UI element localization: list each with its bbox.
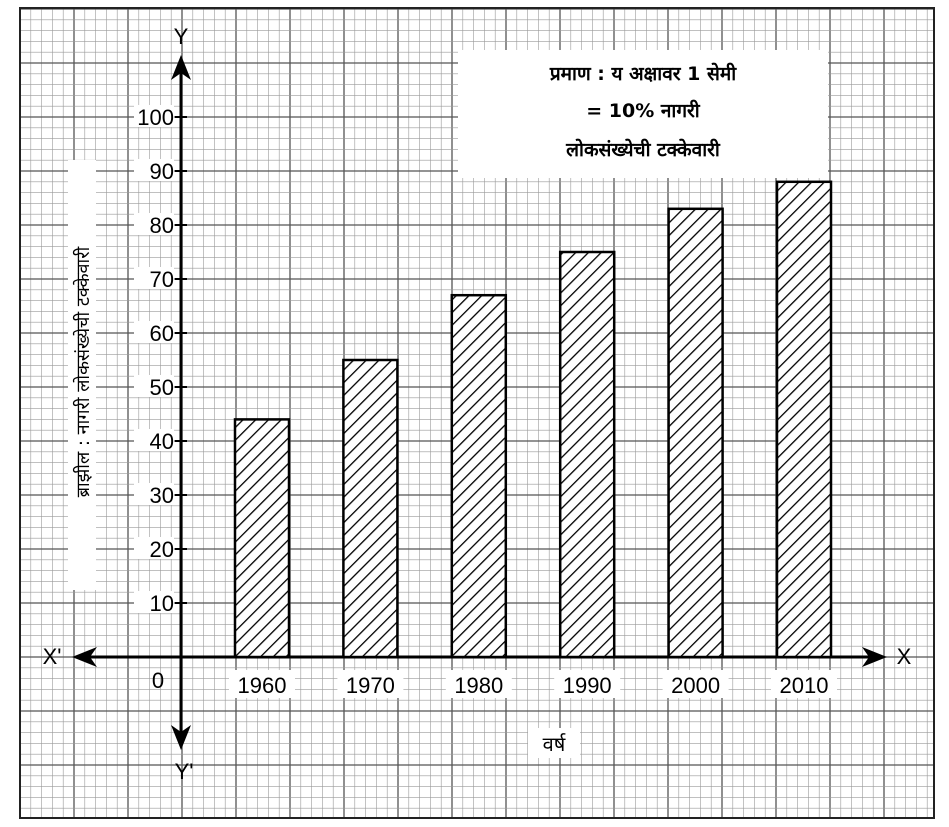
y-tick-label: 10 bbox=[150, 591, 174, 616]
bar bbox=[558, 250, 616, 659]
y-tick-label-background bbox=[134, 213, 174, 235]
grid-border bbox=[19, 7, 935, 819]
y-tick-label-background bbox=[134, 159, 174, 181]
y-axis-title: ब्राझील : नागरी लोकसंख्येची टक्केवारी bbox=[72, 246, 94, 497]
bar bbox=[450, 293, 508, 659]
y-tick-label-background bbox=[134, 537, 174, 559]
y-axis-negative-label: Y' bbox=[175, 759, 194, 784]
x-tick-label: 1970 bbox=[346, 673, 395, 698]
y-axis-positive-label: Y bbox=[174, 24, 189, 49]
x-axis-title: वर्ष bbox=[543, 732, 567, 756]
y-axis-arrow-up bbox=[171, 55, 191, 80]
y-tick-label: 30 bbox=[150, 483, 174, 508]
y-tick-label: 70 bbox=[150, 267, 174, 292]
x-axis-title-group: वर्ष bbox=[528, 728, 580, 758]
y-axis-arrow-down bbox=[171, 725, 191, 750]
y-tick-label-background bbox=[134, 321, 174, 343]
y-tick-label: 20 bbox=[150, 537, 174, 562]
y-tick-label: 60 bbox=[150, 321, 174, 346]
y-tick-label-background bbox=[134, 375, 174, 397]
x-tick-label-background bbox=[662, 670, 729, 698]
y-axis-title-group: ब्राझील : नागरी लोकसंख्येची टक्केवारी bbox=[68, 160, 96, 590]
y-tick-label-background bbox=[134, 429, 174, 451]
bar bbox=[342, 358, 399, 659]
x-tick-label: 1980 bbox=[454, 673, 503, 698]
y-tick-label-background bbox=[134, 267, 174, 289]
scale-box-background bbox=[458, 50, 828, 178]
x-tick-label-background bbox=[554, 670, 621, 698]
x-axis-arrow-left bbox=[72, 647, 97, 667]
x-tick-label: 2000 bbox=[671, 673, 720, 698]
y-tick-label: 80 bbox=[150, 213, 174, 238]
scale-box: प्रमाण : य अक्षावर 1 सेमी = 10% नागरी लो… bbox=[458, 50, 828, 178]
bar bbox=[667, 207, 724, 659]
x-tick-label: 1990 bbox=[563, 673, 612, 698]
x-axis-arrow-right bbox=[862, 647, 887, 667]
x-axis-positive-label: X bbox=[897, 644, 912, 669]
x-tick-label-background bbox=[445, 670, 512, 698]
bars bbox=[233, 180, 833, 659]
x-tick-label-background bbox=[337, 670, 404, 698]
y-tick-label: 100 bbox=[137, 105, 174, 130]
x-tick-label-background bbox=[229, 670, 295, 698]
scale-box-line-1: प्रमाण : य अक्षावर 1 सेमी bbox=[549, 62, 737, 85]
scale-box-line-2: = 10% नागरी bbox=[586, 99, 701, 122]
scale-box-line-3: लोकसंख्येची टक्केवारी bbox=[565, 138, 721, 161]
bar bbox=[233, 418, 291, 659]
x-tick-label: 1960 bbox=[238, 673, 287, 698]
x-axis-negative-label: X' bbox=[43, 644, 62, 669]
bar bbox=[775, 180, 833, 659]
y-tick-label-background bbox=[134, 483, 174, 505]
x-tick-label-background bbox=[771, 670, 837, 698]
y-tick-label: 40 bbox=[150, 429, 174, 454]
x-axis-title-background bbox=[528, 728, 580, 758]
y-tick-label-background bbox=[134, 591, 174, 613]
y-axis-title-background bbox=[68, 160, 96, 590]
y-tick-label: 90 bbox=[150, 159, 174, 184]
origin-label: 0 bbox=[152, 668, 164, 693]
y-tick-label: 50 bbox=[150, 375, 174, 400]
y-tick-label-background bbox=[134, 105, 174, 127]
tick-labels: 10 20 30 40 50 60 70 80 90 100 1960 1970 1980 1990 200… bbox=[134, 105, 837, 698]
x-tick-label: 2010 bbox=[780, 673, 829, 698]
